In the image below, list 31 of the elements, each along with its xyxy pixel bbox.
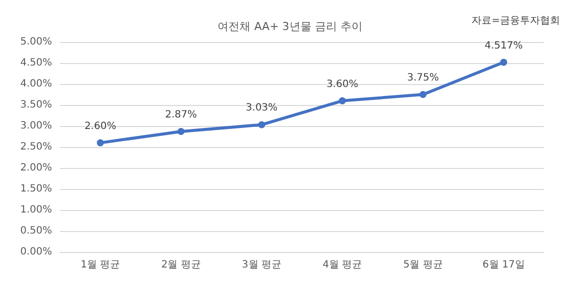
point	[178, 128, 184, 135]
text: 자료=금융투자협회	[472, 16, 560, 26]
data-label: 4.517%	[484, 40, 523, 52]
y-tick-label: 2.50%	[20, 142, 52, 152]
y-tick-label: 1.00%	[20, 204, 52, 216]
y-tick-label: 3.50%	[20, 100, 52, 110]
y-tick-label: 5.00%	[20, 36, 52, 48]
y-tick-label: 1.50%	[20, 184, 52, 194]
point	[420, 91, 426, 98]
x-tick-label: 2월 평균	[161, 260, 201, 270]
y-tick-label: 3.00%	[20, 120, 52, 132]
data-label: 3.03%	[246, 102, 278, 114]
point	[96, 139, 104, 146]
x-tick-label: 3월 평균	[242, 260, 282, 270]
x-tick-label: 4월 평균	[322, 260, 362, 270]
y-tick-label: 0.50%	[20, 226, 52, 236]
y-tick-label: 2.00%	[20, 162, 52, 174]
data-label: 2.60%	[84, 120, 116, 132]
x-tick-label: 6월 17일	[482, 260, 525, 270]
point	[258, 121, 266, 128]
data-label: 2.87%	[165, 109, 197, 120]
data-label: 3.60%	[326, 78, 358, 90]
x-tick-label: 5월 평균	[403, 260, 443, 270]
y-tick-label: 0.00%	[20, 246, 52, 258]
x-tick-label: 1월 평균	[80, 260, 120, 270]
chart-title: 여전채 AA+ 3년물 금리 추이	[218, 20, 362, 33]
y-tick-label: 4.50%	[20, 58, 52, 68]
point	[338, 97, 346, 104]
y-tick-label: 4.00%	[20, 78, 52, 90]
data-label: 3.75%	[407, 72, 439, 84]
point	[500, 58, 508, 66]
